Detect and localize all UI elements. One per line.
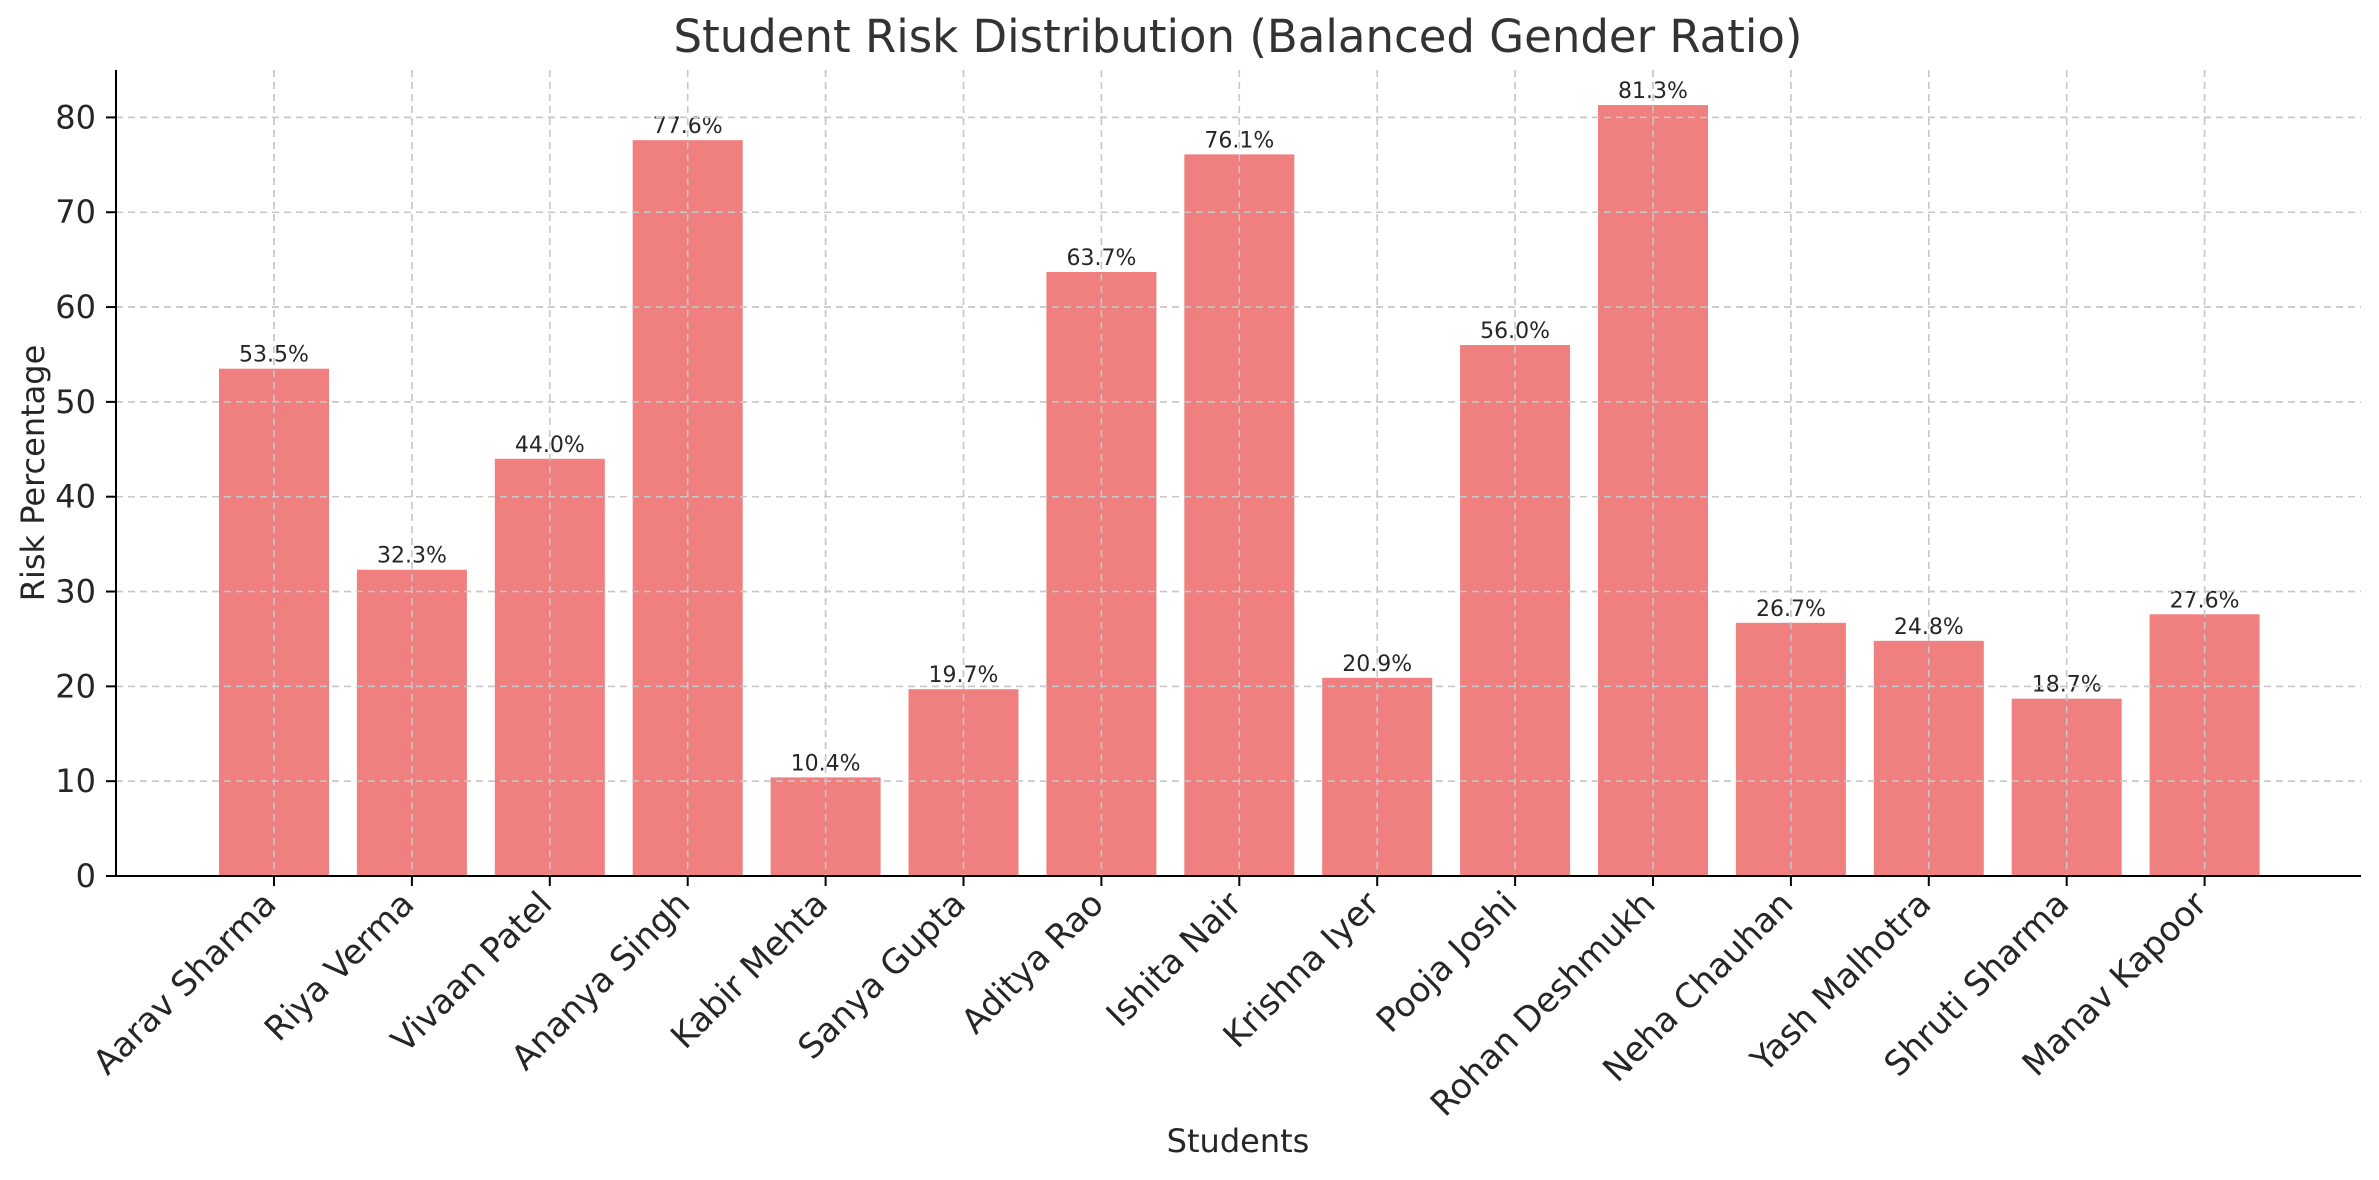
x-tick-label: Rohan Deshmukh <box>1423 884 1663 1124</box>
y-tick-label: 20 <box>55 667 96 705</box>
y-tick-label: 80 <box>55 98 96 136</box>
y-tick-label: 0 <box>76 857 96 895</box>
bars: 53.5%32.3%44.0%77.6%10.4%19.7%63.7%76.1%… <box>116 70 2361 876</box>
x-tick-label: Aditya Rao <box>954 884 1112 1042</box>
y-tick-label: 50 <box>55 383 96 421</box>
y-tick-label: 30 <box>55 573 96 611</box>
y-axis-label: Risk Percentage <box>14 345 52 602</box>
x-tick-label: Ishita Nair <box>1099 884 1250 1035</box>
x-tick-label: Aarav Sharma <box>86 884 285 1083</box>
bar <box>2011 698 2122 876</box>
x-axis-label: Students <box>1167 1122 1310 1160</box>
y-tick-label: 70 <box>55 193 96 231</box>
bar <box>1735 622 1846 876</box>
bar <box>494 458 605 876</box>
y-tick-label: 60 <box>55 288 96 326</box>
y-tick-label: 40 <box>55 478 96 516</box>
y-ticks: 0 10 20 30 40 50 60 70 80 <box>55 98 116 895</box>
chart-title: Student Risk Distribution (Balanced Gend… <box>674 10 1803 63</box>
y-tick-label: 10 <box>55 762 96 800</box>
